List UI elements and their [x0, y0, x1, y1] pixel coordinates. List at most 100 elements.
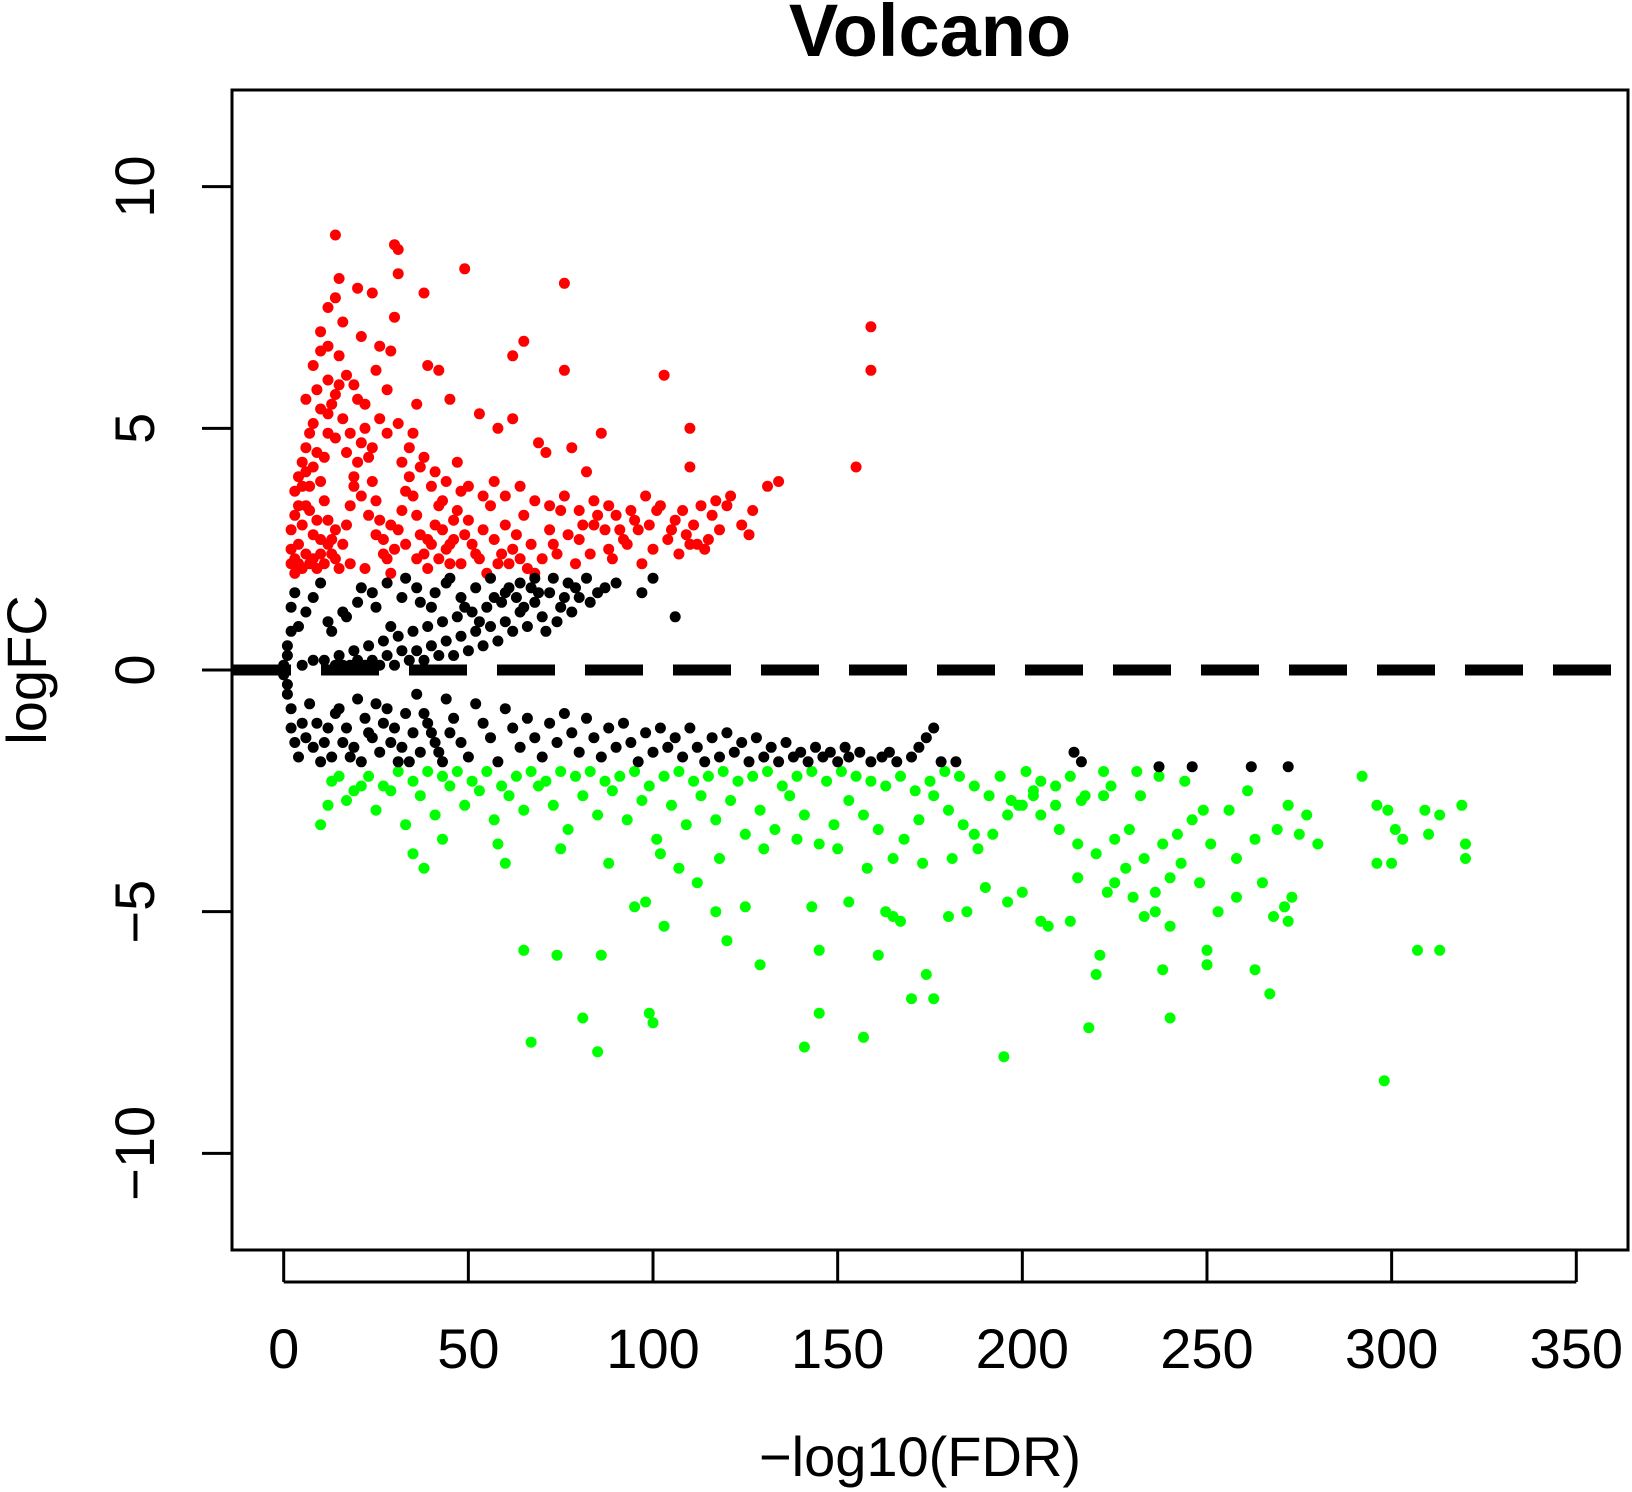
point-not_significant-99	[352, 693, 364, 705]
point-down-163	[688, 775, 700, 787]
point-up-148	[503, 558, 515, 570]
point-down-102	[828, 819, 840, 831]
point-up-216	[293, 500, 304, 512]
point-down-198	[691, 877, 703, 889]
point-up-57	[603, 543, 615, 555]
point-down-216	[1456, 799, 1468, 811]
point-down-28	[1201, 944, 1213, 956]
point-up-19	[385, 345, 397, 357]
point-up-87	[296, 456, 308, 468]
point-not_significant-124	[536, 751, 548, 763]
x-tick-label-1: 50	[437, 1317, 499, 1380]
point-up-150	[514, 553, 526, 565]
point-up-53	[640, 490, 652, 502]
point-up-173	[680, 529, 692, 541]
point-down-228	[1131, 766, 1143, 777]
point-up-49	[677, 505, 689, 516]
point-not_significant-190	[414, 596, 426, 608]
point-not_significant-116	[477, 717, 489, 729]
point-up-217	[296, 480, 308, 492]
point-up-209	[544, 500, 556, 512]
point-not_significant-55	[333, 650, 345, 661]
point-not_significant-152	[743, 756, 755, 768]
point-down-71	[1271, 824, 1283, 835]
point-down-50	[1164, 872, 1176, 884]
point-up-235	[411, 553, 423, 565]
point-up-60	[562, 529, 574, 541]
point-up-7	[366, 287, 378, 299]
point-not_significant-112	[448, 712, 460, 724]
point-down-61	[1212, 906, 1224, 918]
point-up-200	[429, 466, 441, 478]
point-down-230	[1064, 770, 1076, 782]
point-up-245	[315, 548, 327, 560]
point-down-57	[1286, 891, 1298, 903]
point-not_significant-188	[385, 621, 397, 632]
point-up-58	[592, 509, 604, 521]
point-up-5	[333, 273, 345, 284]
point-not_significant-59	[322, 616, 334, 628]
point-up-176	[702, 534, 714, 545]
point-not_significant-137	[632, 756, 644, 768]
point-up-232	[377, 548, 389, 560]
point-down-75	[1282, 799, 1294, 811]
point-not_significant-150	[728, 746, 740, 758]
point-not_significant-201	[570, 582, 581, 594]
point-up-32	[492, 422, 504, 434]
point-up-69	[448, 514, 460, 526]
point-up-35	[540, 447, 552, 458]
point-up-183	[326, 548, 338, 560]
point-not_significant-144	[684, 722, 696, 734]
point-down-219	[1423, 828, 1435, 840]
point-down-188	[1098, 790, 1110, 802]
point-down-135	[341, 795, 352, 806]
point-down-116	[621, 814, 633, 826]
point-down-191	[437, 833, 448, 845]
point-down-144	[407, 775, 419, 787]
point-down-74	[1301, 809, 1313, 821]
point-not_significant-17	[485, 621, 496, 632]
point-down-21	[551, 949, 563, 961]
point-down-109	[725, 795, 737, 806]
point-down-42	[961, 906, 973, 918]
point-not_significant-169	[891, 756, 903, 768]
point-up-162	[606, 553, 618, 565]
point-down-32	[629, 901, 641, 913]
point-not_significant-218	[407, 727, 419, 739]
point-down-80	[1171, 828, 1183, 840]
point-not_significant-154	[758, 751, 770, 763]
point-down-90	[1002, 809, 1014, 821]
point-not_significant-85	[281, 679, 293, 690]
point-up-169	[651, 505, 663, 516]
point-not_significant-114	[462, 751, 474, 763]
point-down-142	[377, 780, 389, 792]
point-up-10	[322, 302, 334, 313]
point-up-43	[747, 505, 759, 516]
point-down-41	[943, 911, 954, 922]
point-not_significant-121	[514, 741, 526, 753]
point-up-159	[584, 548, 596, 560]
point-down-111	[695, 790, 707, 802]
point-not_significant-135	[618, 717, 629, 729]
point-down-170	[791, 770, 803, 782]
point-down-36	[806, 901, 818, 913]
scatter-points	[278, 229, 1471, 1087]
y-tick-label-3: 5	[103, 413, 166, 444]
point-not_significant-215	[385, 737, 397, 748]
point-not_significant-104	[389, 722, 400, 734]
point-down-2	[592, 1046, 604, 1058]
point-not_significant-57	[307, 654, 319, 666]
point-not_significant-165	[843, 751, 855, 763]
point-up-165	[632, 524, 644, 536]
point-not_significant-140	[654, 722, 666, 734]
point-up-13	[337, 316, 349, 328]
point-not_significant-109	[425, 727, 437, 739]
point-not_significant-107	[411, 688, 423, 700]
point-up-175	[691, 538, 703, 550]
point-not_significant-19	[470, 625, 482, 637]
point-up-203	[462, 480, 474, 492]
point-down-127	[459, 799, 471, 811]
point-not_significant-58	[296, 659, 308, 671]
point-not_significant-175	[950, 756, 962, 768]
point-not_significant-133	[603, 722, 615, 734]
